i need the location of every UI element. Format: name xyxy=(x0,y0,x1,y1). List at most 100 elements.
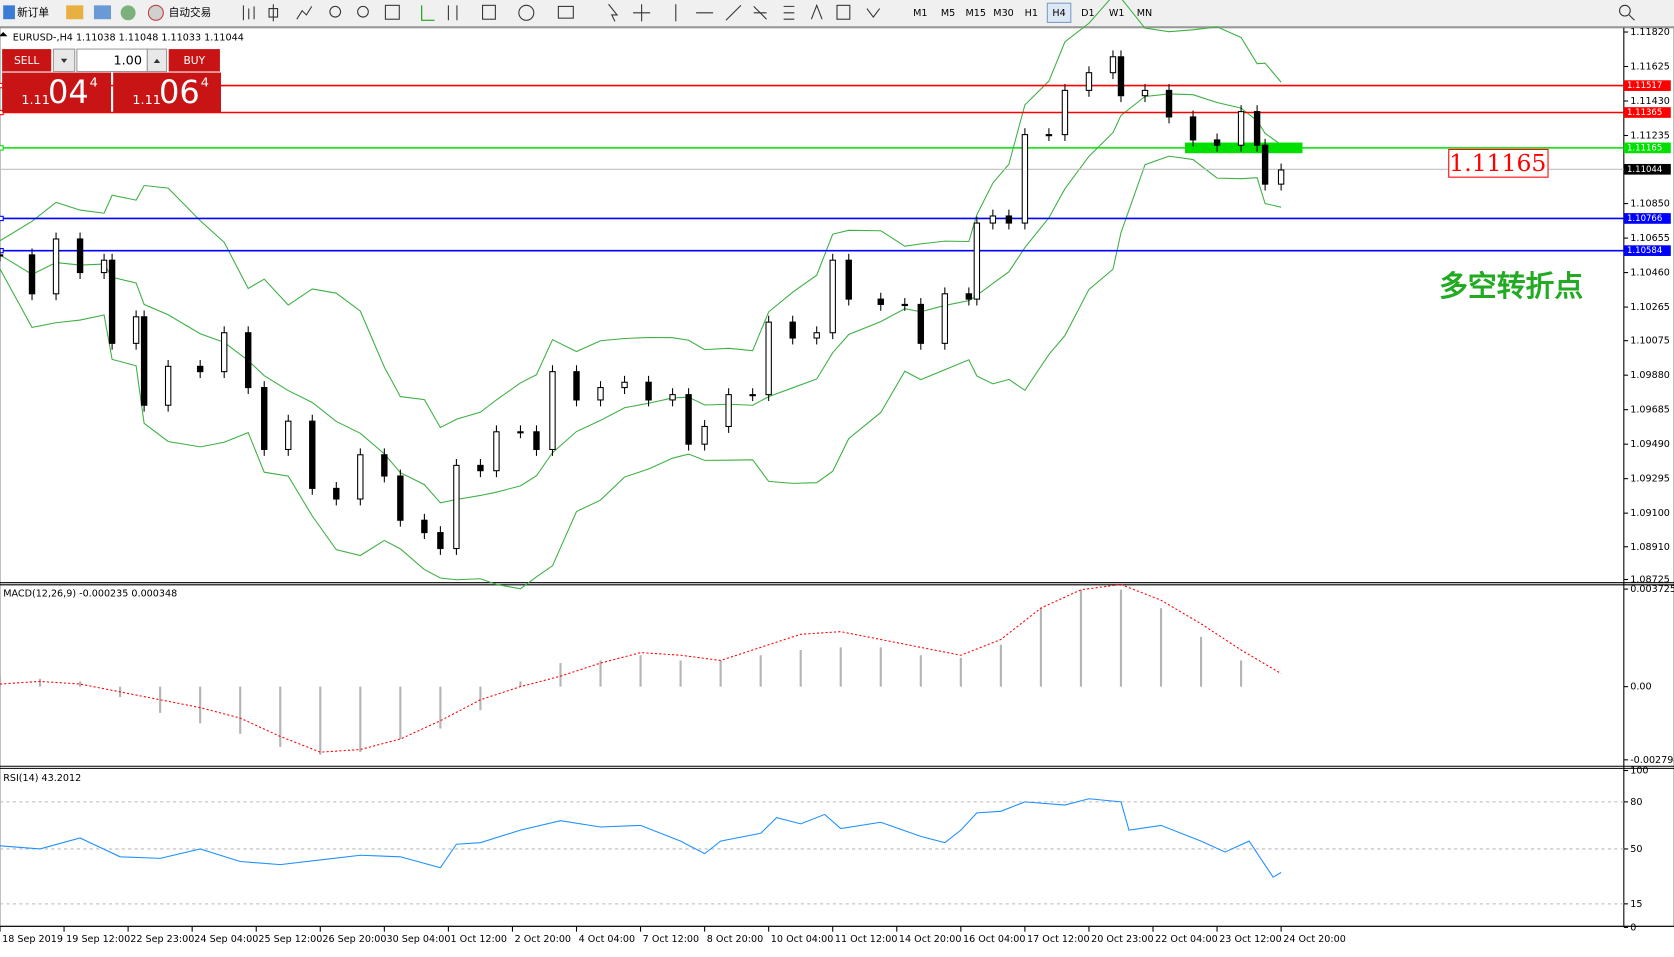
y-tick-label: 1.09880 xyxy=(1630,370,1670,381)
y-tick-label: 1.09490 xyxy=(1630,439,1670,450)
sell-price-box[interactable] xyxy=(2,72,112,113)
toolbar-icon[interactable] xyxy=(66,5,84,20)
y-tick-label: 100 xyxy=(1630,766,1648,777)
new-order-button[interactable]: 新订单 xyxy=(17,6,49,19)
x-tick-label: 2 Oct 20:00 xyxy=(515,934,571,945)
candle-body xyxy=(917,303,925,344)
sell-label[interactable]: SELL xyxy=(14,54,39,67)
candle-body xyxy=(941,293,949,344)
candle-body xyxy=(1213,139,1221,146)
candle-body xyxy=(0,254,4,257)
y-tick-label: 1.10850 xyxy=(1630,199,1670,210)
x-tick-label: 30 Sep 04:00 xyxy=(386,934,450,945)
candle-body xyxy=(749,394,756,397)
y-tick-label: 1.09295 xyxy=(1630,474,1670,485)
label-tool[interactable] xyxy=(836,4,851,20)
candle-body xyxy=(573,371,580,401)
level-label: 1.11165 xyxy=(1627,143,1662,153)
timeframe-button[interactable]: MN xyxy=(1137,8,1152,19)
timeframe-button[interactable]: M30 xyxy=(993,8,1014,19)
zoom-in[interactable] xyxy=(329,5,342,18)
buy-price-big[interactable]: 1.11 xyxy=(132,93,161,108)
tile-tool[interactable] xyxy=(384,4,400,20)
x-tick-label: 17 Oct 12:00 xyxy=(1027,934,1090,945)
bar-chart-tool[interactable] xyxy=(242,5,255,21)
line-chart-tool[interactable] xyxy=(296,6,313,20)
timeframe-button[interactable]: H4 xyxy=(1052,8,1065,19)
cursor-tool[interactable] xyxy=(608,3,619,22)
candle-tool[interactable] xyxy=(268,4,279,22)
annotation-box xyxy=(1448,148,1549,178)
candle-body xyxy=(453,464,460,550)
candle-body xyxy=(309,420,316,489)
timeframe-button[interactable]: M1 xyxy=(913,8,927,19)
new-order-icon[interactable] xyxy=(3,5,15,20)
candle-body xyxy=(549,371,556,451)
candle-body xyxy=(108,259,116,344)
rsi-header: RSI(14) 43.2012 xyxy=(3,773,81,784)
arrows-tool[interactable] xyxy=(866,8,881,18)
sell-price-digits[interactable]: 04 xyxy=(48,73,89,111)
candle-body xyxy=(725,394,732,428)
y-tick-label: 1.11430 xyxy=(1630,96,1670,107)
level-handle xyxy=(0,247,4,254)
text-tool[interactable] xyxy=(810,3,823,20)
candle-body xyxy=(196,365,204,373)
toolbar-icon[interactable] xyxy=(93,5,112,20)
level-label-bg xyxy=(1623,142,1671,154)
x-tick-label: 26 Sep 20:00 xyxy=(322,934,386,945)
indicators-tool[interactable] xyxy=(482,4,496,20)
autoscroll-tool[interactable] xyxy=(447,5,458,21)
buy-price-box[interactable] xyxy=(113,72,221,113)
x-tick-label: 7 Oct 12:00 xyxy=(643,934,699,945)
x-tick-label: 4 Oct 04:00 xyxy=(579,934,635,945)
auto-trading-icon[interactable] xyxy=(147,4,164,21)
down-arrow xyxy=(60,58,68,63)
up-arrow xyxy=(153,58,161,63)
y-tick-label: 1.10265 xyxy=(1630,302,1670,313)
candle-body xyxy=(397,475,404,521)
x-tick-label: 20 Oct 23:00 xyxy=(1091,934,1154,945)
buy-button[interactable] xyxy=(168,49,220,72)
candle-body xyxy=(877,298,884,305)
candle-body xyxy=(220,332,228,373)
annotation-price: 1.11165 xyxy=(1449,149,1546,177)
level-handle xyxy=(0,109,4,116)
shift-tool[interactable] xyxy=(421,5,435,21)
candle-body xyxy=(829,259,836,334)
sell-price-big[interactable]: 1.11 xyxy=(21,93,50,108)
x-tick-label: 16 Oct 04:00 xyxy=(963,934,1026,945)
level-label-bg xyxy=(1623,80,1671,91)
x-tick-label: 1 Oct 12:00 xyxy=(451,934,507,945)
y-tick-label: 1.08725 xyxy=(1630,574,1670,585)
zoom-out[interactable] xyxy=(357,5,369,18)
period-tool[interactable] xyxy=(518,4,535,21)
fibo-tool[interactable] xyxy=(783,5,795,20)
buy-price-pip[interactable]: 4 xyxy=(201,76,209,91)
timeframe-button[interactable]: M15 xyxy=(966,8,987,19)
channel-tool[interactable] xyxy=(753,6,767,20)
turning-zone xyxy=(1185,142,1303,154)
buy-price-digits[interactable]: 06 xyxy=(159,73,200,111)
candle-body xyxy=(1109,56,1117,74)
timeframe-button[interactable]: M5 xyxy=(941,8,955,19)
timeframe-button[interactable]: D1 xyxy=(1081,8,1095,19)
toolbar-icon[interactable] xyxy=(120,5,136,21)
volume-value[interactable]: 1.00 xyxy=(113,53,142,68)
timeframe-button[interactable]: H1 xyxy=(1025,8,1038,19)
sell-button[interactable] xyxy=(2,49,52,72)
buy-label[interactable]: BUY xyxy=(183,54,205,67)
candle-body xyxy=(1237,111,1245,146)
crosshair-tool[interactable] xyxy=(633,4,651,22)
candle-body xyxy=(437,532,444,550)
trendline-tool[interactable] xyxy=(725,4,742,21)
sell-price-pip[interactable]: 4 xyxy=(90,76,98,91)
level-label: 1.10766 xyxy=(1627,214,1662,224)
candle-body xyxy=(357,454,364,500)
candle-body xyxy=(333,487,340,500)
template-tool[interactable] xyxy=(557,5,574,19)
macd-header: MACD(12,26,9) -0.000235 0.000348 xyxy=(3,588,177,599)
auto-trading-button[interactable]: 自动交易 xyxy=(169,6,212,19)
search-icon[interactable] xyxy=(1619,4,1631,17)
timeframe-button[interactable]: W1 xyxy=(1109,8,1125,19)
